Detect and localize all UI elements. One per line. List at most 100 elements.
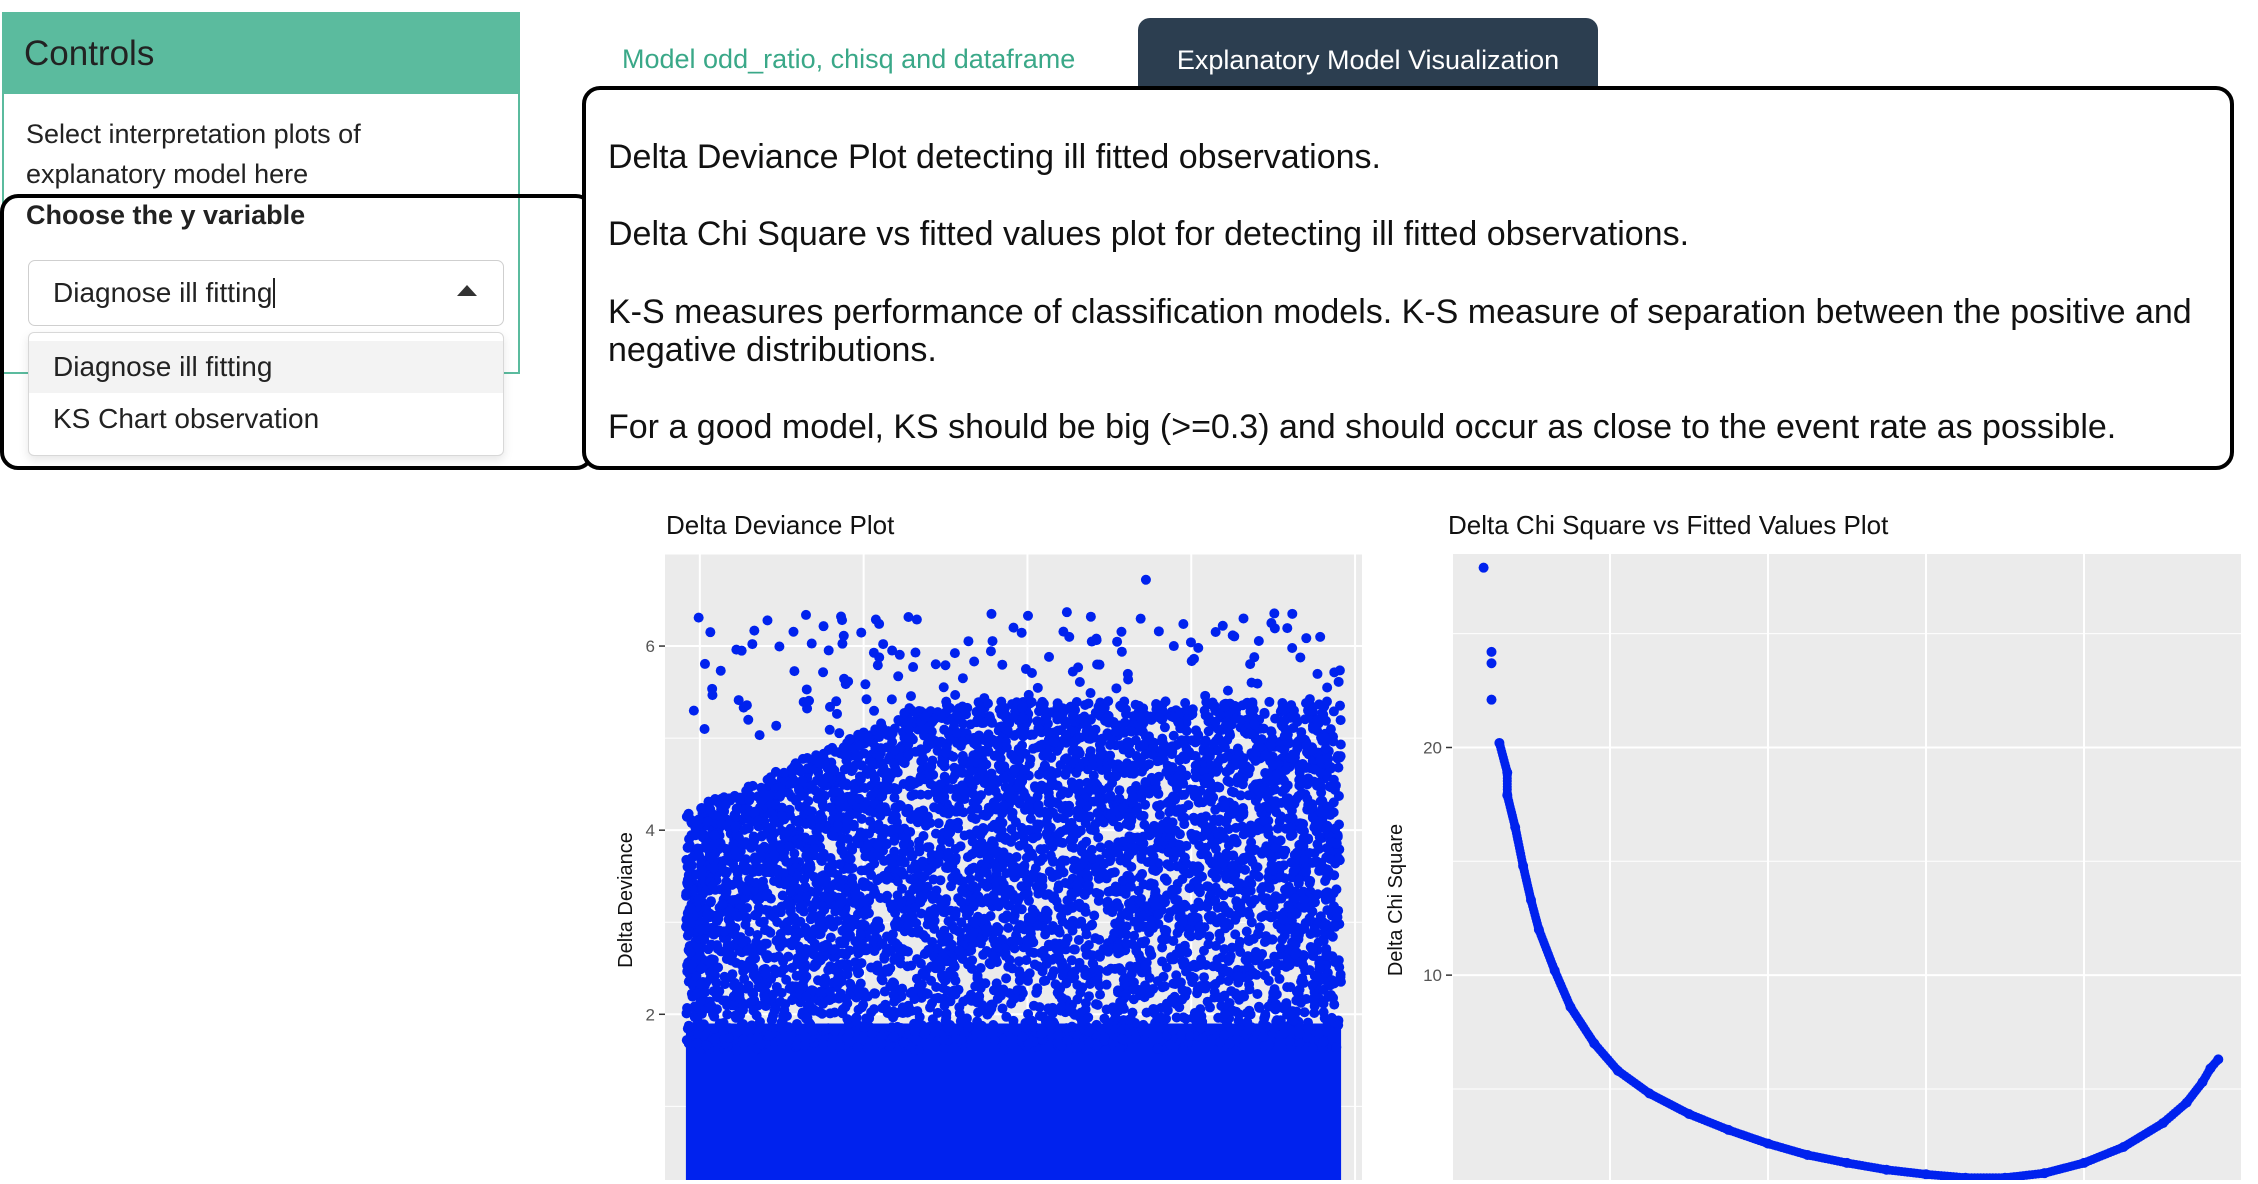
data-point [1275,835,1286,846]
data-point [960,904,971,915]
description-box: Delta Deviance Plot detecting ill fitted… [582,86,2234,470]
data-point [1144,788,1155,799]
data-point [800,801,811,812]
data-point [1152,800,1163,811]
data-point [706,896,717,907]
data-point [1168,936,1179,947]
y-variable-select[interactable]: Diagnose ill fitting [28,260,504,326]
data-point [1056,826,1067,837]
data-point [918,929,929,940]
data-point [711,977,722,988]
data-point [1226,887,1237,898]
data-point [903,724,914,735]
data-point [896,856,907,867]
data-point [861,828,872,839]
data-point [781,974,792,985]
data-point [1264,696,1275,707]
data-point [1152,756,1163,767]
data-point [1095,749,1106,760]
data-point [818,1039,829,1050]
data-point [881,838,892,849]
data-point [1235,714,1246,725]
data-point [696,868,707,879]
select-value: Diagnose ill fitting [53,277,273,308]
data-point [897,883,908,894]
data-point [1003,961,1014,972]
data-point [1291,995,1302,1006]
data-point [1165,1039,1176,1050]
data-point [797,753,808,764]
data-point [1223,956,1234,967]
data-point [1099,1032,1110,1043]
data-point [748,995,759,1006]
data-point [1060,937,1071,948]
data-point [1066,891,1077,902]
data-point [963,1021,974,1032]
data-point [962,852,973,863]
data-point [1139,1035,1150,1046]
data-point [908,875,919,886]
data-point [923,944,934,955]
option-ks-chart-observation[interactable]: KS Chart observation [53,403,320,434]
data-point [1270,842,1281,853]
data-point [1277,703,1288,714]
data-point [1090,819,1101,830]
data-point [1042,748,1053,759]
data-point [829,786,840,797]
data-point [1251,969,1262,980]
data-point [1307,1043,1318,1054]
data-point [727,895,738,906]
data-point [1256,734,1267,745]
tab-model-odd-ratio[interactable]: Model odd_ratio, chisq and dataframe [622,43,1076,74]
data-point [818,802,829,813]
y-tick-label: 4 [646,821,655,840]
data-point [915,891,926,902]
data-point [1016,822,1027,833]
data-point [1153,712,1164,723]
data-point [935,929,946,940]
caret-up-icon[interactable] [457,285,477,296]
data-point [1203,881,1214,892]
data-point [1254,802,1265,813]
data-point [1150,900,1161,911]
data-point [1130,699,1141,710]
data-point [1093,965,1104,976]
data-point [1107,1002,1118,1013]
data-point [1101,979,1112,990]
data-point [1256,884,1267,895]
data-point [1103,886,1114,897]
data-point [1260,1009,1271,1020]
data-point [800,832,811,843]
data-point [1081,1045,1092,1056]
data-point [989,750,1000,761]
data-point [1235,878,1246,889]
data-point [1140,960,1151,971]
data-point [1051,896,1062,907]
data-point [744,795,755,806]
data-point [722,1009,733,1020]
data-point [1283,886,1294,897]
data-point [1048,736,1059,747]
data-point [844,930,855,941]
data-point [945,967,956,978]
data-point [950,867,961,878]
data-point [1250,755,1261,766]
data-point [1073,874,1084,885]
data-point [868,883,879,894]
data-point [957,736,968,747]
data-point [1284,902,1295,913]
data-point [916,747,927,758]
data-point [1299,855,1310,866]
data-point [1291,907,1302,918]
data-point [929,923,940,934]
data-point [1028,833,1039,844]
data-point [1235,790,1246,801]
data-point [854,793,865,804]
data-point [1141,1007,1152,1018]
panel-description: Select interpretation plots of explanato… [26,119,361,189]
data-point [915,789,926,800]
data-point [1114,785,1125,796]
option-diagnose-ill-fitting[interactable]: Diagnose ill fitting [29,341,503,393]
data-point [1109,867,1120,878]
data-point [1307,812,1318,823]
